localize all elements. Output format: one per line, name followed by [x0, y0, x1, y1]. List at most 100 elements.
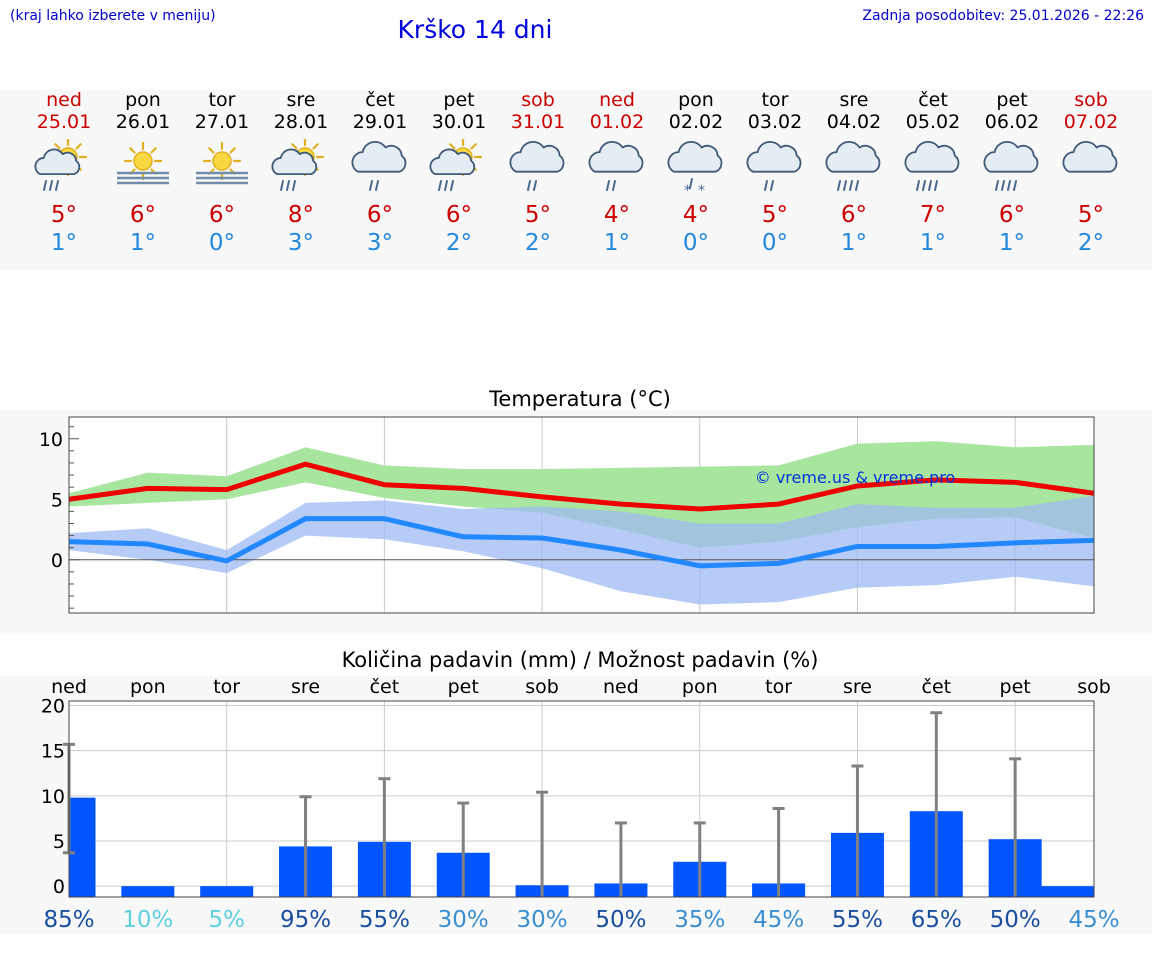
day-name: pon — [125, 89, 161, 111]
page-title: Krško 14 dni — [397, 15, 553, 44]
day-column: ned 01.02 4° 1° — [577, 90, 657, 257]
day-name: tor — [208, 89, 236, 111]
day-date: 25.01 — [36, 111, 92, 133]
y-tick-label: 0 — [51, 550, 63, 572]
sun-cloud-rain-icon — [34, 137, 88, 191]
day-name: ned — [599, 89, 635, 111]
day-name: čet — [365, 89, 395, 111]
probability-label: 85% — [43, 907, 94, 933]
probability-label: 45% — [753, 907, 804, 933]
error-bar — [614, 821, 627, 897]
day-column: pon 26.01 6° 1° — [103, 90, 183, 257]
max-temperature: 6° — [129, 202, 157, 228]
max-temperature: 6° — [445, 202, 473, 228]
probability-label: 30% — [517, 907, 568, 933]
temperature-chart-title: Temperatura (°C) — [489, 387, 671, 411]
precip-bar — [1041, 886, 1094, 897]
category-label: pon — [130, 676, 166, 698]
cloud-overcast-icon — [1062, 141, 1118, 173]
error-bar — [930, 711, 943, 897]
daily-forecast-strip: ned 25.01 5° 1° pon 26.01 6° 1° tor 27.01 6° 0° sre 2… — [0, 90, 1152, 270]
category-label: čet — [370, 676, 400, 698]
svg-text:*: * — [684, 183, 691, 199]
day-name: pet — [996, 89, 1028, 111]
max-temperature: 5° — [761, 202, 789, 228]
cloud-heavy-rain-icon — [983, 141, 1039, 191]
plot-frame — [68, 700, 1095, 898]
svg-text:*: * — [698, 183, 705, 199]
category-label: tor — [213, 676, 240, 698]
error-bar — [1009, 757, 1022, 897]
probability-label: 50% — [595, 907, 646, 933]
min-temperature: 1° — [840, 230, 868, 256]
probability-label: 10% — [122, 907, 173, 933]
y-tick-label: 5 — [53, 831, 65, 853]
error-bar — [536, 790, 549, 897]
error-bar — [299, 795, 312, 897]
day-name: sob — [521, 89, 555, 111]
cloud-heavy-rain-icon — [904, 141, 960, 191]
day-date: 04.02 — [826, 111, 882, 133]
day-column: tor 27.01 6° 0° — [182, 90, 262, 257]
cloud-heavy-rain-icon — [825, 141, 881, 191]
probability-label: 45% — [1068, 907, 1119, 933]
y-tick-label: 5 — [51, 489, 63, 511]
day-name: ned — [46, 89, 82, 111]
day-column: čet 05.02 7° 1° — [893, 90, 973, 257]
day-name: pet — [443, 89, 475, 111]
max-temperature: 4° — [682, 202, 710, 228]
max-temperature: 6° — [208, 202, 236, 228]
day-date: 03.02 — [747, 111, 803, 133]
min-temperature: 1° — [603, 230, 631, 256]
category-label: sob — [1077, 676, 1111, 698]
category-label: tor — [765, 676, 792, 698]
category-label: pon — [682, 676, 718, 698]
max-temperature: 5° — [524, 202, 552, 228]
day-column: sre 04.02 6° 1° — [814, 90, 894, 257]
day-column: ned 25.01 5° 1° — [24, 90, 104, 257]
error-bar — [457, 801, 470, 897]
watermark: © vreme.us & vreme.pro — [755, 468, 956, 487]
max-temperature: 5° — [50, 202, 78, 228]
day-name: pon — [678, 89, 714, 111]
cloud-rain-icon — [351, 141, 407, 191]
category-label: ned — [51, 676, 87, 698]
category-label: sob — [525, 676, 559, 698]
max-temperature: 6° — [366, 202, 394, 228]
day-date: 06.02 — [984, 111, 1040, 133]
error-bar — [693, 821, 706, 897]
day-name: sob — [1074, 89, 1108, 111]
series-line-max — [68, 461, 1095, 512]
sun-cloud-rain-icon — [271, 137, 325, 191]
day-date: 01.02 — [589, 111, 645, 133]
day-date: 02.02 — [668, 111, 724, 133]
min-temperature: 1° — [919, 230, 947, 256]
error-bar — [772, 806, 785, 897]
max-temperature: 6° — [840, 202, 868, 228]
error-bar — [851, 764, 864, 897]
category-label: ned — [603, 676, 639, 698]
day-column: pet 30.01 6° 2° — [419, 90, 499, 257]
temperature-chart: 0 5 10 © vreme.us & vreme.pro — [39, 416, 1095, 614]
max-temperature: 4° — [603, 202, 631, 228]
day-column: sre 28.01 8° 3° — [261, 90, 341, 257]
series-line-min — [68, 516, 1095, 569]
category-label: pet — [448, 676, 479, 698]
error-bar — [378, 777, 391, 897]
day-column: sob 31.01 5° 2° — [498, 90, 578, 257]
probability-label: 35% — [674, 907, 725, 933]
precip-bar — [121, 886, 175, 897]
plot-frame — [68, 416, 1095, 614]
min-temperature: 0° — [761, 230, 789, 256]
day-date: 07.02 — [1063, 111, 1119, 133]
location-hint: (kraj lahko izberete v meniju) — [10, 8, 216, 24]
day-column: pon 02.02 * * 4° 0° — [656, 90, 736, 257]
probability-label: 55% — [359, 907, 410, 933]
day-name: sre — [839, 89, 869, 111]
cloud-snow-icon: * * — [667, 141, 723, 199]
sun-fog-icon — [117, 141, 169, 185]
day-date: 27.01 — [194, 111, 250, 133]
probability-label: 95% — [280, 907, 331, 933]
day-column: čet 29.01 6° 3° — [340, 90, 420, 257]
sun-fog-icon — [196, 141, 248, 185]
